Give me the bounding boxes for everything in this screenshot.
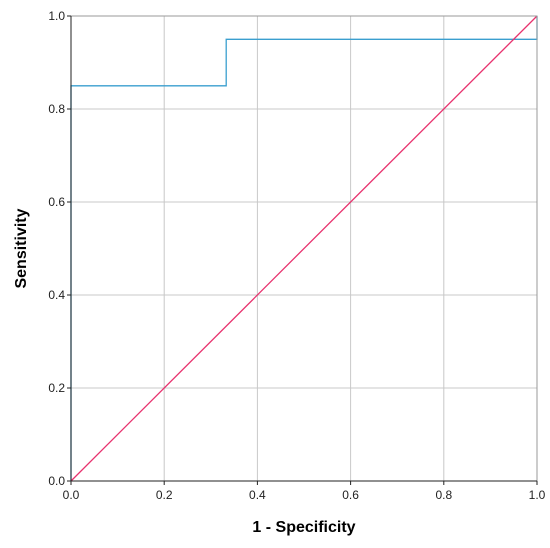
- tick-label-layer: 0.0 0.2 0.4 0.6 0.8 1.0 0.0 0.2 0.4 0.6 0.8 1.0: [48, 9, 545, 502]
- y-tick-label-2: 0.4: [48, 288, 65, 302]
- x-tick-label-2: 0.4: [249, 488, 266, 502]
- x-tick-label-1: 0.2: [156, 488, 173, 502]
- reference-diagonal-line: [70, 15, 538, 482]
- series-layer: [70, 15, 538, 482]
- y-tick-label-5: 1.0: [48, 9, 65, 23]
- y-tick-label-0: 0.0: [48, 474, 65, 488]
- y-tick-label-1: 0.2: [48, 381, 65, 395]
- y-axis-title: Sensitivity: [13, 208, 30, 288]
- x-tick-label-3: 0.6: [342, 488, 359, 502]
- x-tick-label-4: 0.8: [435, 488, 452, 502]
- x-tick-label-5: 1.0: [529, 488, 546, 502]
- y-tick-label-4: 0.8: [48, 102, 65, 116]
- y-tick-label-3: 0.6: [48, 195, 65, 209]
- x-tick-label-0: 0.0: [63, 488, 80, 502]
- x-axis-title: 1 - Specificity: [252, 519, 355, 536]
- axis-layer: [67, 15, 538, 485]
